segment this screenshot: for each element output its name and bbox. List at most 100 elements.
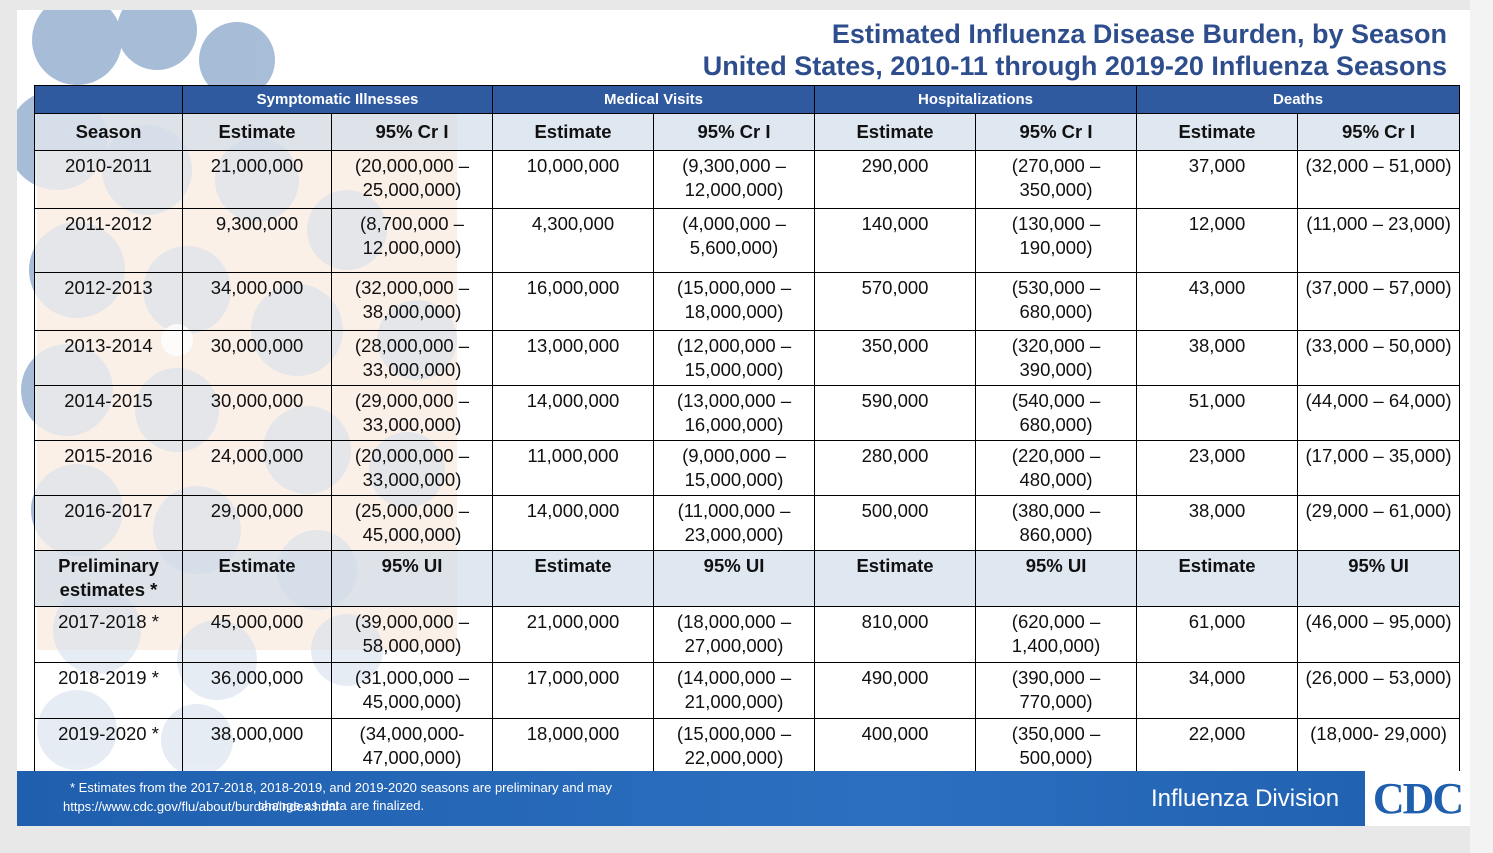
cell: 280,000: [814, 440, 977, 496]
data-row: 2011-2012 9,300,000 (8,700,000 – 12,000,00…: [34, 208, 1461, 273]
cell: 11,000,000: [492, 440, 655, 496]
cell: 23,000: [1136, 440, 1299, 496]
column-header: 95% Cr I: [330, 113, 494, 151]
cell: (32,000,000 – 38,000,000): [330, 272, 494, 331]
cell: (25,000,000 – 45,000,000): [330, 495, 494, 551]
column-header: 95% Cr I: [653, 113, 816, 151]
cell: 2015-2016: [34, 440, 183, 496]
cell: (29,000 – 61,000): [1297, 495, 1461, 551]
cell: 21,000,000: [492, 606, 655, 663]
cell: 810,000: [814, 606, 977, 663]
cell: 17,000,000: [492, 662, 655, 719]
cell: (18,000,000 – 27,000,000): [653, 606, 816, 663]
column-header: 95% UI: [330, 550, 494, 607]
cell: 22,000: [1136, 718, 1299, 774]
column-header: 95% Cr I: [975, 113, 1138, 151]
preliminary-header-row: Preliminary estimates * Estimate 95% UI Est…: [34, 550, 1461, 607]
data-row: 2015-2016 24,000,000 (20,000,000 – 33,000,…: [34, 440, 1461, 496]
cell: 38,000: [1136, 330, 1299, 386]
cell: (34,000,000- 47,000,000): [330, 718, 494, 774]
cell: (18,000- 29,000): [1297, 718, 1461, 774]
cell: (530,000 – 680,000): [975, 272, 1138, 331]
column-header-row: Season Estimate 95% Cr I Estimate 95% Cr I Es…: [34, 113, 1461, 151]
cell: 14,000,000: [492, 495, 655, 551]
cell: (9,300,000 – 12,000,000): [653, 150, 816, 209]
cell: 2010-2011: [34, 150, 183, 209]
column-header: Estimate: [492, 113, 655, 151]
cell: (28,000,000 – 33,000,000): [330, 330, 494, 386]
cell: (46,000 – 95,000): [1297, 606, 1461, 663]
cell: (15,000,000 – 22,000,000): [653, 718, 816, 774]
title-line: United States, 2010-11 through 2019-20 I…: [702, 51, 1447, 81]
cell: 500,000: [814, 495, 977, 551]
cell: 2017-2018 *: [34, 606, 183, 663]
scrollbar: [1470, 0, 1493, 853]
cell: 29,000,000: [182, 495, 332, 551]
cell: (32,000 – 51,000): [1297, 150, 1461, 209]
cell: 400,000: [814, 718, 977, 774]
data-row: 2018-2019 * 36,000,000 (31,000,000 – 45,00…: [34, 662, 1461, 719]
cell: (39,000,000 – 58,000,000): [330, 606, 494, 663]
cell: 38,000,000: [182, 718, 332, 774]
cell: 570,000: [814, 272, 977, 331]
column-header: Estimate: [1136, 550, 1299, 607]
cell: 590,000: [814, 385, 977, 441]
group-header: Deaths: [1136, 85, 1461, 114]
cdc-logo: CDC: [1365, 771, 1470, 826]
group-header-row: Symptomatic Illnesses Medical Visits Hospi…: [34, 85, 1461, 114]
data-row: 2019-2020 * 38,000,000 (34,000,000- 47,000…: [34, 718, 1461, 774]
data-row: 2014-2015 30,000,000 (29,000,000 – 33,000,…: [34, 385, 1461, 441]
cell: (33,000 – 50,000): [1297, 330, 1461, 386]
cell: 12,000: [1136, 208, 1299, 273]
column-header: 95% UI: [1297, 550, 1461, 607]
cell: 24,000,000: [182, 440, 332, 496]
column-header: Estimate: [814, 550, 977, 607]
cell: 2014-2015: [34, 385, 183, 441]
division-name: Influenza Division: [1151, 785, 1340, 812]
cell: 14,000,000: [492, 385, 655, 441]
cell: (12,000,000 – 15,000,000): [653, 330, 816, 386]
source-url: https://www.cdc.gov/flu/about/burden/ind…: [63, 799, 339, 814]
data-row: 2016-2017 29,000,000 (25,000,000 – 45,000,…: [34, 495, 1461, 551]
cell: 51,000: [1136, 385, 1299, 441]
column-header: 95% UI: [975, 550, 1138, 607]
cell: 2013-2014: [34, 330, 183, 386]
cell: 30,000,000: [182, 330, 332, 386]
cell: (270,000 – 350,000): [975, 150, 1138, 209]
cell: (220,000 – 480,000): [975, 440, 1138, 496]
cell: 38,000: [1136, 495, 1299, 551]
cell: (29,000,000 – 33,000,000): [330, 385, 494, 441]
cell: 13,000,000: [492, 330, 655, 386]
cell: 9,300,000: [182, 208, 332, 273]
cell: (11,000 – 23,000): [1297, 208, 1461, 273]
cell: 290,000: [814, 150, 977, 209]
cell: 10,000,000: [492, 150, 655, 209]
group-header: Symptomatic Illnesses: [181, 85, 494, 114]
cell: (130,000 – 190,000): [975, 208, 1138, 273]
column-header: Estimate: [1136, 113, 1299, 151]
cell: 61,000: [1136, 606, 1299, 663]
column-header: Estimate: [182, 550, 332, 607]
column-header: Estimate: [182, 113, 332, 151]
cell: 2012-2013: [34, 272, 183, 331]
data-row: 2010-2011 21,000,000 (20,000,000 – 25,000,…: [34, 150, 1461, 209]
cell: (15,000,000 – 18,000,000): [653, 272, 816, 331]
cell: (620,000 – 1,400,000): [975, 606, 1138, 663]
group-header: Medical Visits: [492, 85, 816, 114]
data-row: 2017-2018 * 45,000,000 (39,000,000 – 58,00…: [34, 606, 1461, 663]
cell: (37,000 – 57,000): [1297, 272, 1461, 331]
column-header: Estimate: [814, 113, 977, 151]
cell: 18,000,000: [492, 718, 655, 774]
cell: (8,700,000 – 12,000,000): [330, 208, 494, 273]
cell: 140,000: [814, 208, 977, 273]
cell: (20,000,000 – 25,000,000): [330, 150, 494, 209]
header-cell: [34, 85, 183, 114]
burden-table: Symptomatic Illnesses Medical Visits Hospi…: [34, 85, 1461, 774]
cell: 16,000,000: [492, 272, 655, 331]
cell: (350,000 – 500,000): [975, 718, 1138, 774]
cell: (9,000,000 – 15,000,000): [653, 440, 816, 496]
cell: (26,000 – 53,000): [1297, 662, 1461, 719]
cell: 36,000,000: [182, 662, 332, 719]
cell: (13,000,000 – 16,000,000): [653, 385, 816, 441]
